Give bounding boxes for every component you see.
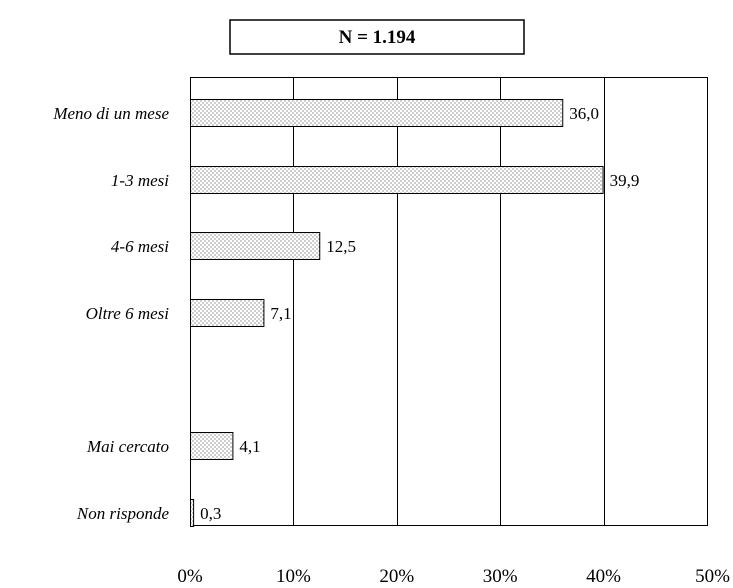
bar — [190, 166, 604, 194]
category-label: Mai cercato — [86, 437, 169, 456]
value-labels: 36,0 39,9 12,5 7,1 4,1 0,3 — [200, 104, 639, 523]
bar — [190, 432, 234, 460]
bar — [190, 299, 265, 327]
value-label: 39,9 — [610, 171, 640, 190]
x-tick-label: 50% — [695, 566, 730, 587]
category-label: Oltre 6 mesi — [86, 304, 170, 323]
title-box — [229, 19, 525, 55]
x-tick-labels: 0% 10% 20% 30% 40% 50% — [177, 566, 730, 587]
category-label: Non risponde — [76, 504, 170, 523]
value-label: 0,3 — [200, 504, 221, 523]
bars — [190, 99, 604, 527]
bar — [190, 499, 195, 527]
category-label: 4-6 mesi — [111, 237, 169, 256]
x-tick-label: 10% — [276, 566, 311, 587]
bar — [190, 99, 564, 127]
value-label: 36,0 — [569, 104, 599, 123]
value-label: 4,1 — [239, 437, 260, 456]
bar — [190, 232, 321, 260]
x-tick-label: 0% — [177, 566, 203, 587]
plot-area — [190, 77, 708, 526]
x-tick-label: 30% — [483, 566, 518, 587]
category-label: Meno di un mese — [52, 104, 169, 123]
grid-lines — [293, 77, 605, 525]
category-label: 1-3 mesi — [111, 171, 169, 190]
value-label: 7,1 — [270, 304, 291, 323]
value-label: 12,5 — [326, 237, 356, 256]
category-labels: Meno di un mese 1-3 mesi 4-6 mesi Oltre 6 m… — [52, 104, 169, 523]
x-tick-label: 20% — [379, 566, 414, 587]
x-tick-label: 40% — [586, 566, 621, 587]
chart-title: N = 1.194 — [339, 27, 416, 48]
